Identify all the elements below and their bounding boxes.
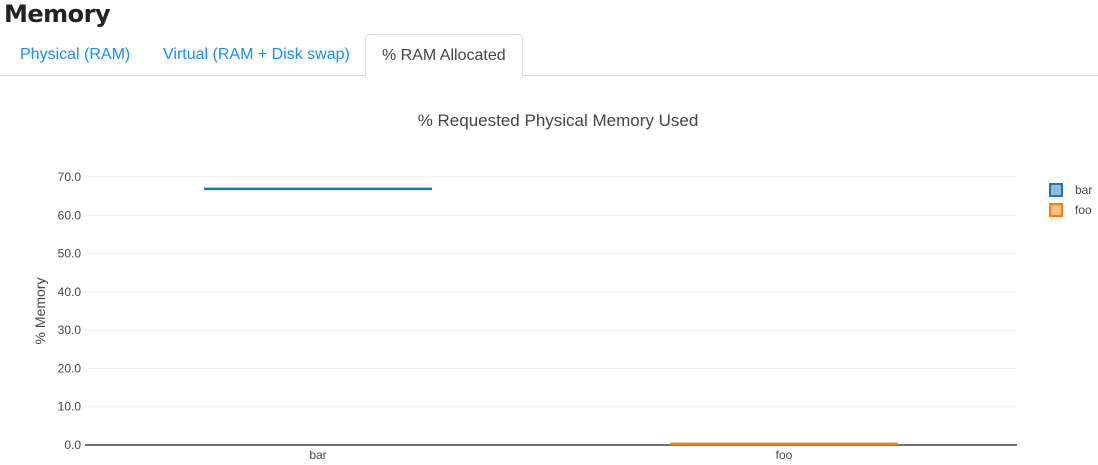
tab-physical-ram[interactable]: Physical (RAM): [20, 46, 131, 63]
y-tick-label: 20.0: [58, 361, 82, 375]
legend-label-foo[interactable]: foo: [1075, 203, 1092, 217]
tab-virtual-ram[interactable]: Virtual (RAM + Disk swap): [163, 46, 350, 63]
legend-label-bar[interactable]: bar: [1075, 183, 1092, 197]
chart-title: % Requested Physical Memory Used: [418, 111, 699, 130]
y-tick-label: 0.0: [64, 438, 81, 452]
x-tick-label: bar: [309, 448, 326, 462]
y-tick-label: 30.0: [58, 323, 82, 337]
page-title: Memory: [4, 0, 111, 28]
tab-ram-allocated[interactable]: % RAM Allocated: [365, 34, 523, 77]
y-tick-label: 60.0: [58, 208, 82, 222]
y-axis-label: % Memory: [32, 278, 48, 345]
y-tick-label: 50.0: [58, 247, 82, 261]
legend-swatch-bar[interactable]: [1049, 183, 1063, 197]
x-tick-label: foo: [776, 448, 793, 462]
y-tick-label: 10.0: [58, 400, 82, 414]
y-tick-label: 70.0: [58, 170, 82, 184]
legend-swatch-foo[interactable]: [1049, 203, 1063, 217]
y-tick-label: 40.0: [58, 285, 82, 299]
tab-bar: Physical (RAM) Virtual (RAM + Disk swap)…: [0, 34, 1098, 77]
